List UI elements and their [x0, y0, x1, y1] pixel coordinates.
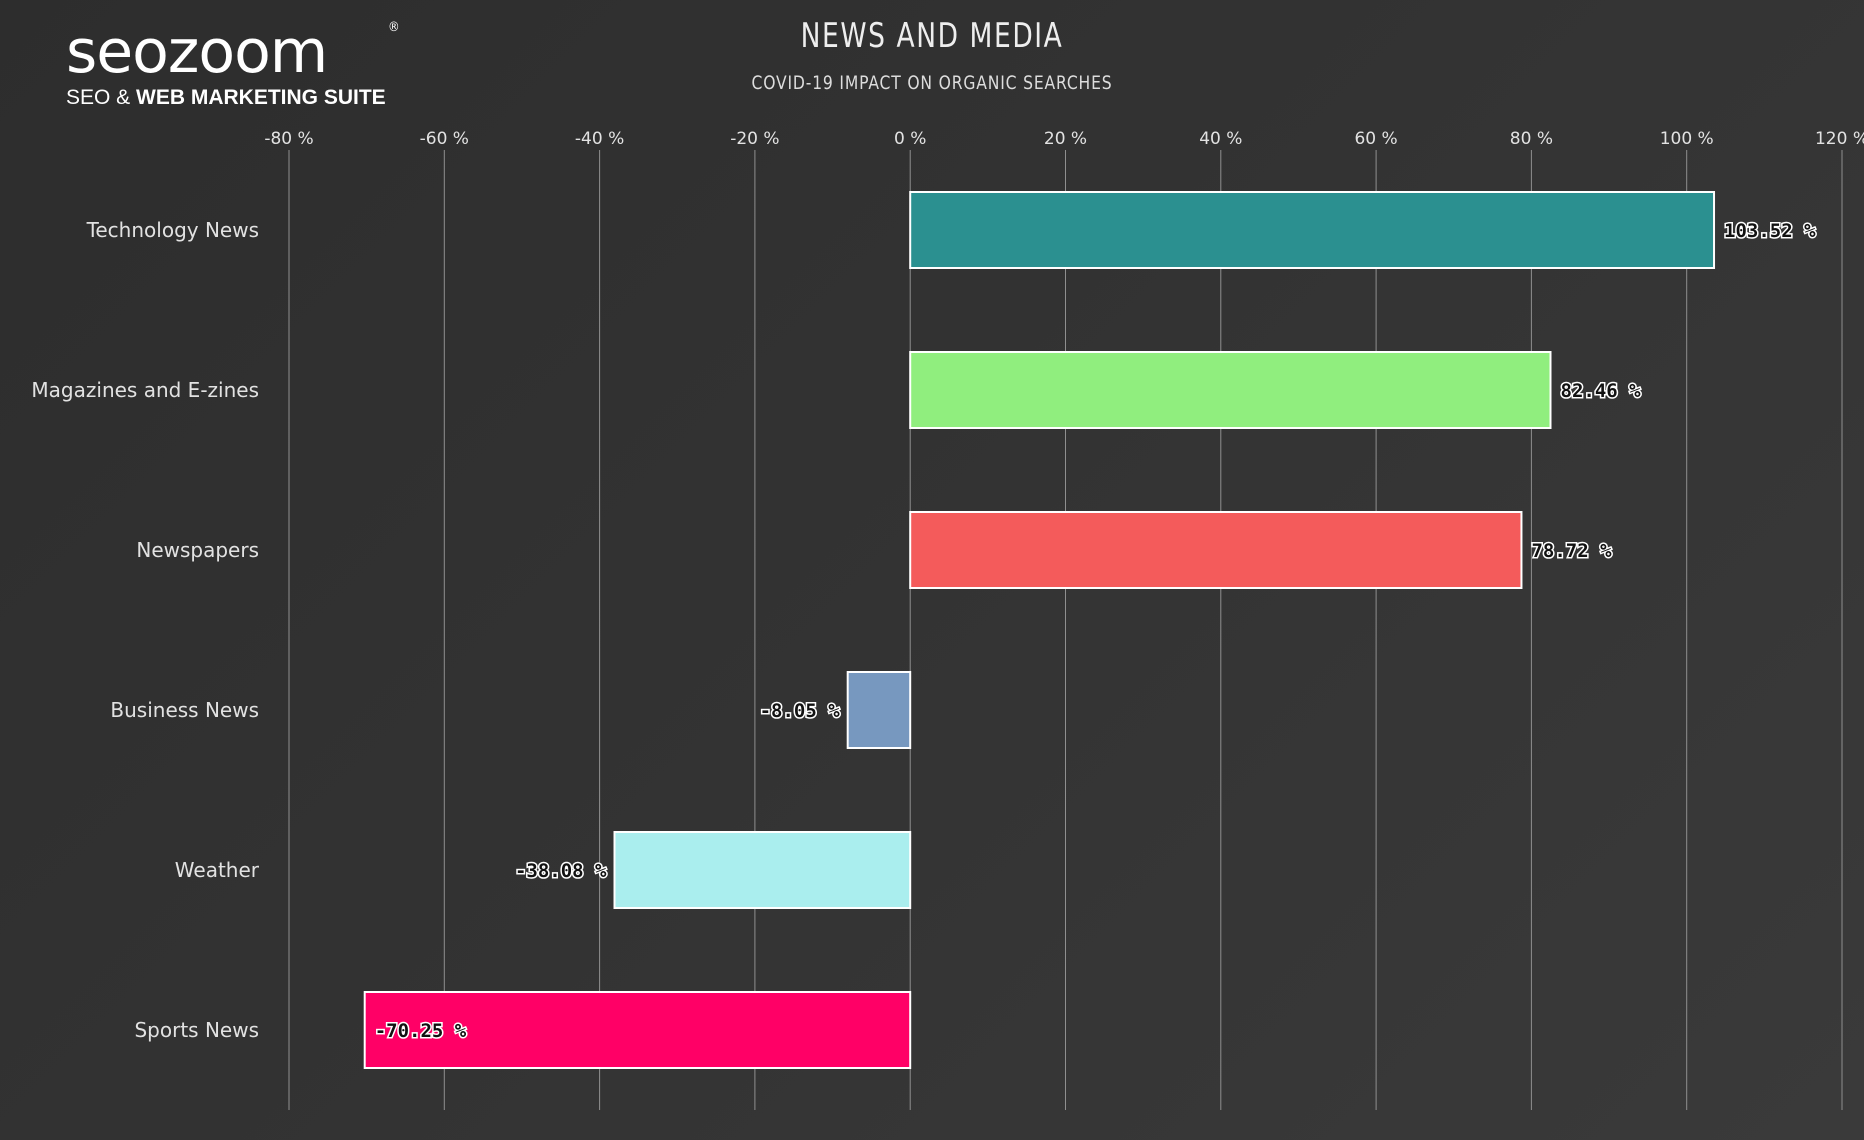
value-label: 103.52 %: [1724, 220, 1816, 242]
bar: [846, 671, 912, 749]
x-tick-label: -60 %: [420, 129, 469, 149]
gridlines: [288, 150, 1843, 1110]
value-label: 82.46 %: [1561, 380, 1642, 402]
bar: [363, 991, 912, 1069]
value-labels: 103.52 % 82.46 % 78.72 % -8.05 % -38.08 % -70…: [373, 219, 1817, 1044]
value-label: -38.08 %: [515, 860, 607, 882]
chart-title: NEWS AND MEDIA: [800, 16, 1064, 56]
value-label: -8.05 %: [760, 700, 841, 722]
x-axis-ticks: -80 % -60 % -40 % -20 % 0 % 20 % 40 % 60 % 80 % 1…: [264, 129, 1864, 149]
category-label: Business News: [110, 698, 259, 722]
category-label: Technology News: [86, 218, 259, 242]
tagline-bold: WEB MARKETING SUITE: [136, 86, 386, 109]
category-label: Sports News: [134, 1018, 259, 1042]
x-tick-label: 20 %: [1044, 129, 1087, 149]
bar: [909, 191, 1716, 269]
x-tick-label: 60 %: [1354, 129, 1397, 149]
logo-tagline: SEO & WEB MARKETING SUITE: [66, 86, 406, 110]
seozoom-logo: seozoom ® SEO & WEB MARKETING SUITE: [66, 17, 406, 110]
bar: [613, 831, 912, 909]
value-label: 78.72 %: [1531, 540, 1612, 562]
category-labels: Technology News Magazines and E-zines News…: [31, 218, 259, 1042]
x-tick-label: 40 %: [1199, 129, 1242, 149]
x-tick-label: 120 %: [1815, 129, 1864, 149]
logo-wordmark: seozoom: [66, 17, 328, 87]
category-label: Magazines and E-zines: [31, 378, 259, 402]
category-label: Newspapers: [136, 538, 259, 562]
category-label: Weather: [175, 858, 260, 882]
bar: [909, 511, 1523, 589]
x-tick-label: 100 %: [1660, 129, 1714, 149]
x-tick-label: -80 %: [264, 129, 313, 149]
x-tick-label: -20 %: [730, 129, 779, 149]
chart-subtitle: COVID-19 IMPACT ON ORGANIC SEARCHES: [751, 72, 1113, 94]
bars: [363, 191, 1716, 1069]
x-tick-label: 80 %: [1510, 129, 1553, 149]
tagline-plain: SEO &: [66, 86, 137, 109]
value-label: -70.25 %: [375, 1020, 467, 1042]
x-tick-label: -40 %: [575, 129, 624, 149]
x-tick-label: 0 %: [894, 129, 926, 149]
registered-mark: ®: [388, 20, 400, 35]
bar: [909, 351, 1552, 429]
